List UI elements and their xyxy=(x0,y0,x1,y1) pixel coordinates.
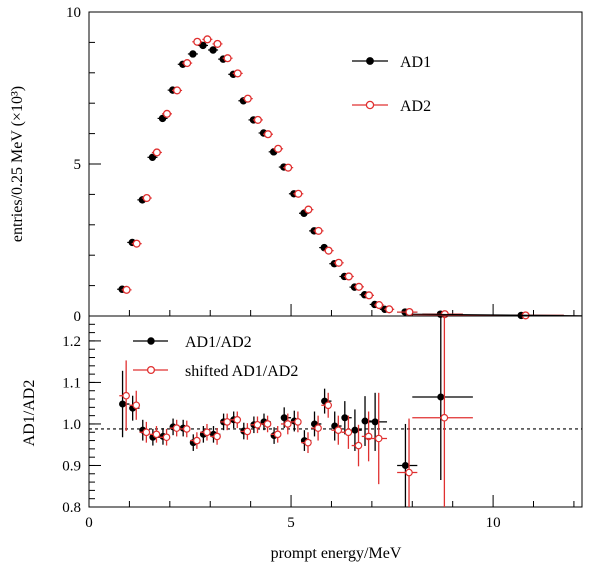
legend-ad2-label: AD2 xyxy=(400,98,431,115)
ratio-point xyxy=(351,426,359,434)
shifted-ratio-point xyxy=(283,420,292,428)
ad2-point xyxy=(152,148,161,157)
shifted-ratio-point xyxy=(334,426,343,434)
ad2-point xyxy=(243,94,252,103)
x-tick-label: 0 xyxy=(85,515,93,531)
bottom-legend: AD1/AD2 shifted AD1/AD2 xyxy=(133,334,298,380)
ad2-point xyxy=(213,39,222,48)
ratio-point xyxy=(401,461,409,469)
ad2-point xyxy=(405,307,414,317)
legend-ratio-marker xyxy=(147,337,155,345)
ratio-point xyxy=(361,417,369,425)
ad1-point xyxy=(209,46,217,54)
shifted-ratio-point xyxy=(354,441,363,450)
ad2-point xyxy=(274,144,283,153)
bottom-ytick-label: 0.8 xyxy=(62,500,81,516)
top-ytick-label: 5 xyxy=(74,157,82,173)
shifted-ratio-point xyxy=(304,438,312,447)
ad2-point xyxy=(233,69,242,78)
top-y-axis-label: entries/0.25 MeV (×10³) xyxy=(9,86,26,242)
shifted-ratio-point xyxy=(374,434,383,443)
shifted-ratio-point xyxy=(294,418,302,426)
ad1-point xyxy=(199,41,207,50)
ad2-point xyxy=(284,163,293,172)
bottom-ytick-label: 0.9 xyxy=(62,458,81,474)
top-ytick-label: 0 xyxy=(74,309,82,325)
x-tick-label: 5 xyxy=(287,515,295,531)
legend-ad2-marker xyxy=(365,100,375,110)
ad1-point xyxy=(148,153,157,162)
shifted-ratio-point xyxy=(203,428,211,437)
shifted-ratio-point xyxy=(405,468,413,477)
shifted-ratio-point xyxy=(440,413,449,422)
ad2-point xyxy=(334,258,343,267)
shifted-ratio-point xyxy=(344,428,353,437)
top-legend: AD1 AD2 xyxy=(352,54,431,115)
bottom-ytick-label: 1.1 xyxy=(62,375,81,391)
ad2-point xyxy=(132,239,141,248)
bottom-data xyxy=(119,316,473,507)
ad2-point xyxy=(294,189,303,198)
ad2-point xyxy=(183,59,192,68)
legend-ratio-label: AD1/AD2 xyxy=(185,334,252,351)
shifted-ratio-point xyxy=(314,424,322,432)
legend-shifted-ratio-label: shifted AD1/AD2 xyxy=(185,363,298,380)
x-axis-label: prompt energy/MeV xyxy=(271,545,402,562)
ad2-point xyxy=(253,115,262,124)
ad2-point xyxy=(203,35,212,44)
shifted-ratio-point xyxy=(213,432,221,441)
legend-ad1-label: AD1 xyxy=(400,54,431,71)
bottom-ytick-label: 1.2 xyxy=(62,334,81,350)
ratio-point xyxy=(437,393,445,401)
shifted-ratio-point xyxy=(233,416,242,424)
ad2-point xyxy=(193,37,202,46)
bottom-panel: 0.8 0.9 1.0 1.1 1.2 0 5 10 xyxy=(62,315,583,531)
shifted-ratio-point xyxy=(182,425,191,433)
ad2-point xyxy=(375,301,384,310)
shifted-ratio-point xyxy=(122,391,130,400)
top-frame xyxy=(88,11,583,317)
ratio-point xyxy=(341,414,349,422)
ad2-point xyxy=(314,226,323,235)
ad2-point xyxy=(324,246,333,255)
ad2-point xyxy=(354,282,363,291)
x-tick-label: 10 xyxy=(486,515,501,531)
ad2-point xyxy=(173,86,182,95)
ad1-point xyxy=(158,114,167,123)
ratio-point xyxy=(371,418,379,426)
ad2-point xyxy=(364,291,374,300)
ad2-point xyxy=(223,54,232,63)
ratio-point xyxy=(280,414,288,422)
ad2-point xyxy=(263,130,273,139)
top-ad1-tail xyxy=(412,313,583,317)
bottom-y-axis-label: AD1/AD2 xyxy=(21,380,38,447)
shifted-ratio-point xyxy=(263,420,272,428)
bottom-ytick-label: 1.0 xyxy=(62,417,81,433)
legend-shifted-ratio-marker xyxy=(146,365,156,375)
shifted-ratio-point xyxy=(253,420,262,429)
ad2-point xyxy=(142,193,151,203)
top-panel: 0 5 10 xyxy=(66,5,583,325)
ad2-point xyxy=(122,285,131,294)
shifted-ratio-point xyxy=(223,418,231,426)
shifted-ratio-point xyxy=(172,424,181,432)
shifted-ratio-point xyxy=(273,430,282,439)
ad2-point xyxy=(304,205,313,214)
legend-ad1-marker xyxy=(366,57,374,65)
ad2-point xyxy=(344,272,353,281)
shifted-ratio-point xyxy=(324,401,333,410)
ad1-point xyxy=(189,50,197,58)
shifted-ratio-point xyxy=(152,430,161,439)
shifted-ratio-point xyxy=(193,436,201,445)
shifted-ratio-point xyxy=(142,428,151,437)
ratio-point xyxy=(119,400,127,408)
shifted-ratio-point xyxy=(243,427,252,436)
ad2-point xyxy=(385,305,394,314)
top-ytick-label: 10 xyxy=(66,5,81,21)
shifted-ratio-point xyxy=(162,433,171,442)
ad2-point xyxy=(162,109,172,118)
bottom-frame xyxy=(88,315,583,508)
shifted-ratio-point xyxy=(132,401,141,410)
